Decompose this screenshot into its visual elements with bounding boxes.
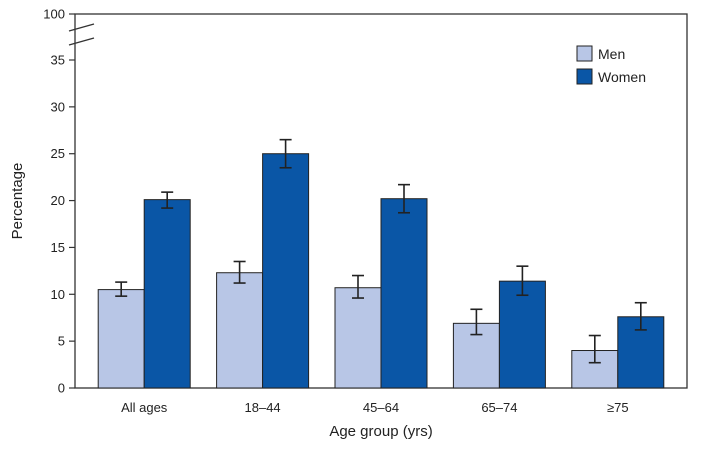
y-axis: 0 5 10 15 20 25 30 35 100 (43, 7, 75, 396)
bar-women (262, 153, 310, 389)
bar-men (216, 272, 264, 389)
y-tick-label: 0 (58, 381, 65, 396)
bar-women (143, 199, 191, 389)
y-tick-label-break: 100 (43, 7, 65, 22)
y-tick-label: 15 (51, 240, 65, 255)
legend-label-men: Men (598, 46, 625, 62)
x-axis: All ages 18–44 45–64 65–74 ≥75 (121, 400, 629, 415)
legend-swatch-women (576, 68, 593, 85)
axis-break (68, 23, 95, 46)
y-tick-label: 20 (51, 193, 65, 208)
error-bars (115, 138, 647, 364)
bar-men (334, 287, 382, 389)
y-tick-label: 5 (58, 334, 65, 349)
x-tick-label: 65–74 (481, 400, 517, 415)
x-tick-label: All ages (121, 400, 168, 415)
bar-women (498, 280, 546, 389)
y-axis-label: Percentage (9, 163, 26, 240)
x-tick-label: ≥75 (607, 400, 629, 415)
bar-women (380, 198, 428, 389)
x-axis-label: Age group (yrs) (329, 423, 432, 440)
bars (97, 153, 665, 389)
y-tick-label: 30 (51, 99, 65, 114)
y-tick-label: 10 (51, 287, 65, 302)
legend-swatch-men (576, 45, 593, 62)
x-tick-label: 45–64 (363, 400, 399, 415)
bar-men (97, 289, 145, 389)
x-tick-label: 18–44 (245, 400, 281, 415)
legend: Men Women (576, 45, 646, 85)
y-tick-label: 25 (51, 146, 65, 161)
legend-label-women: Women (598, 69, 646, 85)
y-tick-label: 35 (51, 53, 65, 68)
